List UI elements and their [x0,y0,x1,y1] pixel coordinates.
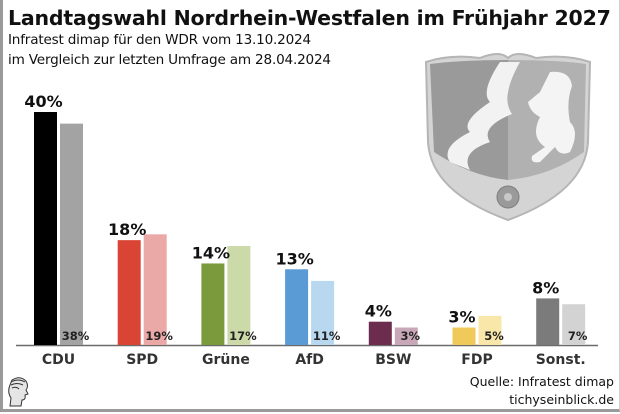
bar-current-sonst [536,298,560,345]
bar-previous-cdu [60,123,83,346]
data-label-previous-bsw: 3% [401,329,421,343]
publisher-site[interactable]: tichyseinblick.de [509,392,614,407]
nrw-coat-of-arms-icon [424,53,592,222]
data-label-previous-cdu: 38% [62,329,90,343]
chart-title: Landtagswahl Nordrhein-Westfalen im Früh… [8,6,611,30]
bar-current-afd [285,269,309,345]
bar-current-spd [117,240,141,345]
data-label-current-grne: 14% [192,243,230,262]
data-label-previous-grne: 17% [229,329,257,343]
data-label-previous-sonst: 7% [568,329,588,343]
bar-current-grne [201,263,225,345]
bar-current-bsw [368,321,392,345]
x-tick-label-afd: AfD [295,352,324,368]
bar-previous-afd [311,280,335,345]
data-label-previous-afd: 11% [313,329,341,343]
bar-previous-fdp [478,315,502,345]
bar-previous-sonst [562,304,586,345]
x-tick-label-fdp: FDP [461,352,492,368]
x-tick-label-bsw: BSW [375,352,411,368]
chart-subtitle-comparison: im Vergleich zur letzten Umfrage am 28.0… [8,52,331,68]
data-label-current-cdu: 40% [24,92,62,111]
bar-current-fdp [452,327,476,345]
data-label-previous-fdp: 5% [484,329,504,343]
bar-previous-spd [143,234,167,345]
source-note: Quelle: Infratest dimap [469,374,614,389]
bar-previous-grne [227,245,251,345]
data-label-current-bsw: 4% [365,302,392,321]
data-label-current-afd: 13% [275,249,313,268]
data-label-current-spd: 18% [108,220,146,239]
data-label-current-fdp: 3% [448,308,475,327]
classical-head-logo-icon [8,377,29,407]
x-tick-label-sonst: Sonst. [536,352,586,368]
x-tick-label-cdu: CDU [42,352,75,368]
x-tick-label-grne: Grüne [202,352,250,368]
chart-subtitle-source: Infratest dimap für den WDR vom 13.10.20… [8,32,311,48]
x-tick-label-spd: SPD [126,352,158,368]
data-label-current-sonst: 8% [532,278,559,297]
data-label-previous-spd: 19% [145,329,173,343]
bar-current-cdu [34,112,57,345]
bar-previous-bsw [394,327,418,345]
